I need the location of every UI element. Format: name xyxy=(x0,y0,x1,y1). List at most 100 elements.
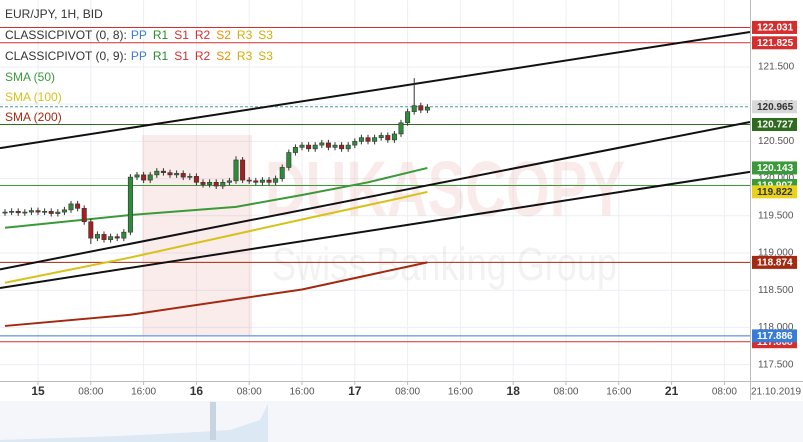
x-tick-label: 16 xyxy=(190,384,204,398)
candle-body xyxy=(141,174,147,181)
price-tag-label: 117.886 xyxy=(757,331,793,342)
candle-body xyxy=(134,174,140,178)
pivot-item: R1 xyxy=(153,28,169,42)
candle-body xyxy=(193,176,199,183)
candle-body xyxy=(42,211,48,213)
candle-body xyxy=(22,211,28,214)
sma-line xyxy=(4,166,428,229)
x-tick-label: 08:00 xyxy=(78,387,103,398)
candle-body xyxy=(233,159,239,182)
y-tick-label: 118.000 xyxy=(758,322,794,333)
price-tag xyxy=(752,329,797,343)
x-tick-label: 08:00 xyxy=(395,387,420,398)
candle-body xyxy=(55,211,61,214)
price-tag-label: 119.822 xyxy=(757,187,793,198)
candle-body xyxy=(385,135,391,141)
price-tag xyxy=(752,100,797,114)
price-tag xyxy=(752,161,797,175)
candle-body xyxy=(213,182,219,187)
price-tag xyxy=(752,36,797,50)
pivot-item: PP xyxy=(131,49,147,63)
pivot-item: S3 xyxy=(258,28,273,42)
candle-body xyxy=(358,137,364,142)
candle-body xyxy=(180,173,186,178)
candle-body xyxy=(154,170,160,176)
y-tick-label: 117.500 xyxy=(758,359,794,370)
navigator-handle[interactable] xyxy=(210,402,216,440)
candle-body xyxy=(253,180,259,183)
navigator-bg xyxy=(0,401,803,442)
candle-body xyxy=(68,203,74,211)
pivot-item: R3 xyxy=(237,49,253,63)
pivot-label: CLASSICPIVOT (0, 8): xyxy=(5,28,127,42)
candle-body xyxy=(279,167,285,179)
candle-body xyxy=(160,170,166,173)
price-tag xyxy=(752,117,797,131)
pivot-item: R2 xyxy=(195,28,211,42)
watermark-tagline: Swiss Banking Group xyxy=(272,238,617,290)
candle-body xyxy=(75,203,81,209)
y-tick-label: 120.000 xyxy=(758,173,795,184)
trend-line xyxy=(0,121,751,271)
x-tick-label: 08:00 xyxy=(712,387,737,398)
candle-body xyxy=(88,221,94,239)
candle-body xyxy=(114,236,120,239)
candle-body xyxy=(418,105,424,111)
sma-line xyxy=(4,261,428,327)
pivot-item: S3 xyxy=(258,49,273,63)
price-tag-label: 120.143 xyxy=(757,163,794,174)
navigator-area xyxy=(0,404,268,442)
chart-title: EUR/JPY, 1H, BID xyxy=(5,7,103,21)
candle-body xyxy=(147,174,153,181)
candle-body xyxy=(266,179,272,183)
candle-body xyxy=(101,234,107,240)
x-tick-label: 16:00 xyxy=(131,387,156,398)
candle-body xyxy=(15,211,21,214)
candle-body xyxy=(220,182,226,187)
candle-body xyxy=(81,208,87,223)
pivot-item: S2 xyxy=(216,28,231,42)
x-tick-label: 08:00 xyxy=(553,387,578,398)
pivot-label: CLASSICPIVOT (0, 9): xyxy=(5,49,127,63)
candle-body xyxy=(372,137,378,142)
candle-body xyxy=(259,179,265,183)
candle-body xyxy=(286,152,292,168)
candle-body xyxy=(365,137,371,142)
y-tick-label: 119.500 xyxy=(758,210,794,221)
y-tick-label: 119.000 xyxy=(758,248,794,259)
candle-body xyxy=(200,182,206,185)
pivot-item: S2 xyxy=(216,49,231,63)
candle-body xyxy=(61,209,67,213)
candle-body xyxy=(405,111,411,124)
candle-body xyxy=(424,106,430,111)
price-tag-label: 120.727 xyxy=(757,120,794,131)
price-tag xyxy=(752,255,797,269)
candle-body xyxy=(398,122,404,135)
y-tick-label: 120.500 xyxy=(758,136,795,147)
legend: EUR/JPY, 1H, BID CLASSICPIVOT (0, 8): PP R… xyxy=(5,7,273,124)
candle-body xyxy=(411,105,417,112)
x-tick-label: 08:00 xyxy=(237,387,262,398)
candles xyxy=(2,78,430,245)
trend-line xyxy=(0,170,751,289)
x-tick-label: 16:00 xyxy=(289,387,314,398)
candle-body xyxy=(339,144,345,150)
x-tick-label: 17 xyxy=(348,384,362,398)
pivot-item: S1 xyxy=(174,28,189,42)
pivot-item: R1 xyxy=(153,49,169,63)
price-tag-label: 118.874 xyxy=(757,258,793,269)
candle-body xyxy=(246,179,252,182)
candle-body xyxy=(9,211,15,213)
x-axis: 21.10.2019 15 08:00 16:00 16 08:00 16:00 17 08:… xyxy=(31,381,801,398)
candle-body xyxy=(174,173,180,176)
candle-body xyxy=(127,176,133,233)
candle-body xyxy=(35,210,41,213)
candle-body xyxy=(306,144,312,150)
candle-body xyxy=(94,234,100,239)
candle-body xyxy=(273,178,279,183)
legend-entry: SMA (50) xyxy=(5,70,55,84)
price-tag-label: 121.825 xyxy=(757,38,794,49)
price-tag xyxy=(752,20,797,34)
